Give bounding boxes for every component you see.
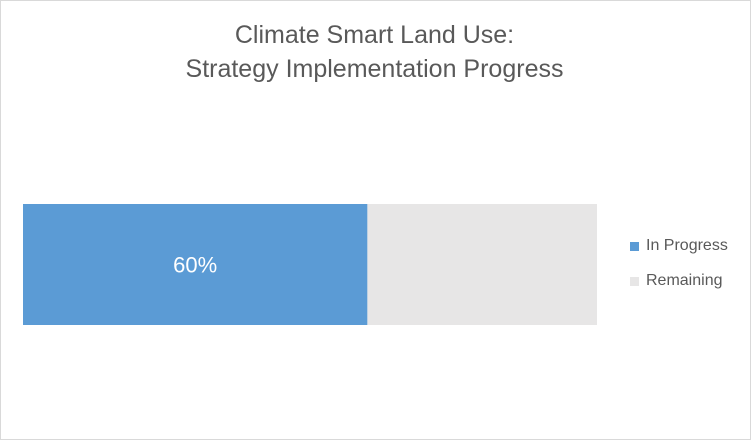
chart-title-line1: Climate Smart Land Use: [234,21,515,49]
legend-swatch-in-progress [630,241,639,251]
data-label-in-progress: 60% [173,253,217,278]
bar-group: 60% [23,204,597,325]
chart-title-line2: Strategy Implementation Progress [185,55,564,83]
legend: In Progress Remaining [630,236,728,306]
bar-in-progress [23,204,368,325]
chart-title: Climate Smart Land Use: Strategy Impleme… [0,18,749,86]
legend-item-in-progress: In Progress [630,236,728,256]
legend-label-in-progress: In Progress [646,237,728,254]
bar-remaining [367,204,597,325]
legend-item-remaining: Remaining [630,271,728,291]
legend-label-remaining: Remaining [646,272,723,289]
legend-swatch-remaining [630,276,639,286]
